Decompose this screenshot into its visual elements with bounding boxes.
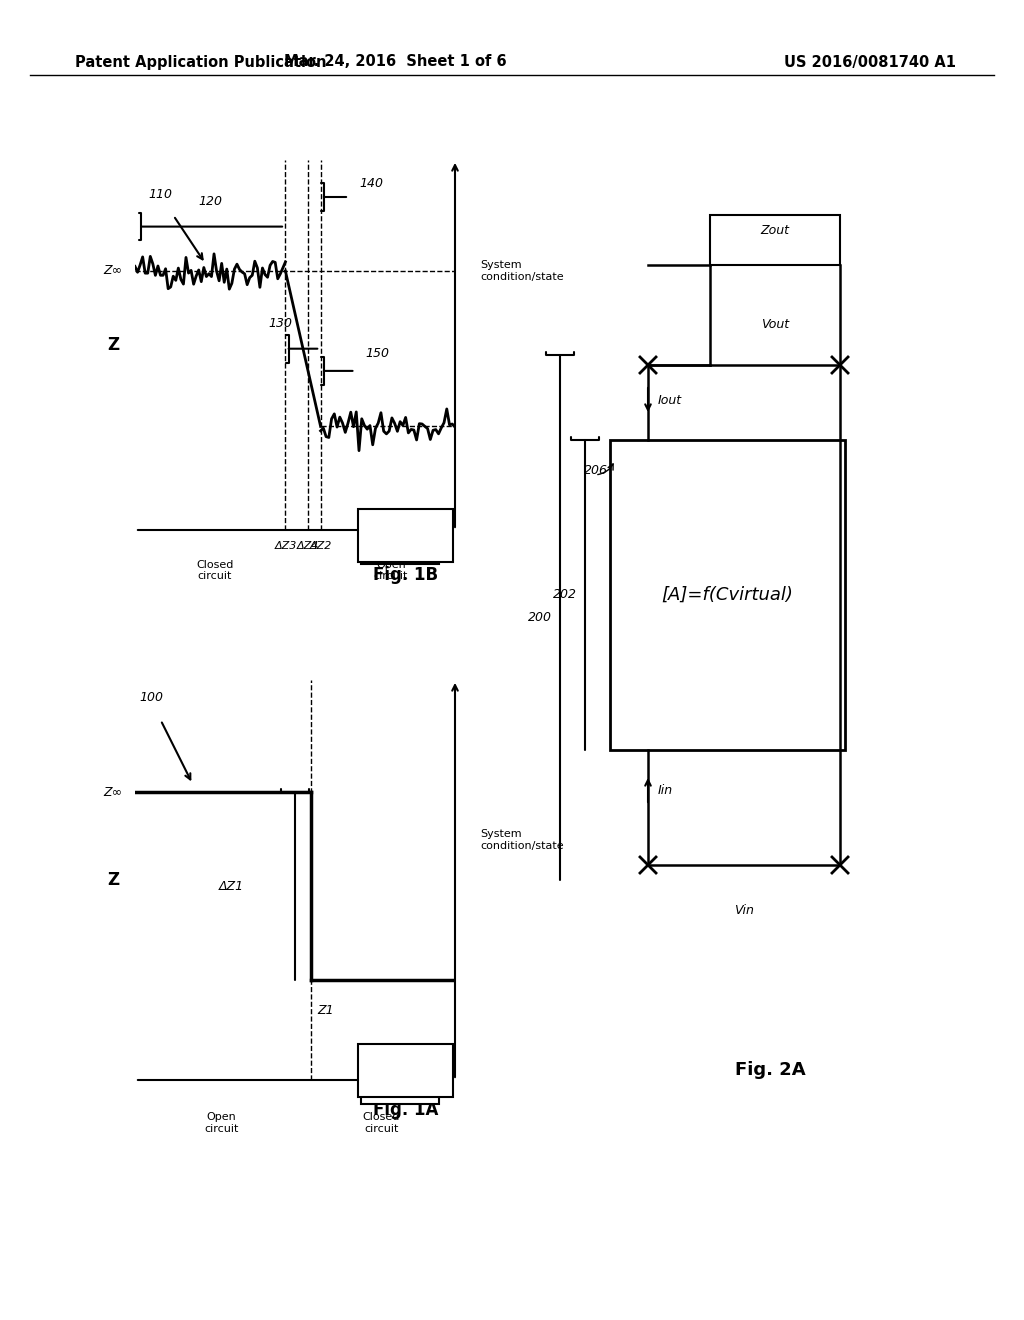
Text: 202: 202 xyxy=(553,589,577,602)
Text: Z: Z xyxy=(106,871,119,888)
Text: Z∞: Z∞ xyxy=(103,264,122,277)
Text: Fig. 1A: Fig. 1A xyxy=(368,1078,433,1097)
Text: Open
circuit: Open circuit xyxy=(374,560,409,581)
Text: Zout: Zout xyxy=(761,223,790,236)
Text: Z∞: Z∞ xyxy=(103,785,122,799)
Text: 100: 100 xyxy=(139,690,163,704)
Text: US 2016/0081740 A1: US 2016/0081740 A1 xyxy=(784,54,956,70)
Text: ΔZ1: ΔZ1 xyxy=(218,879,244,892)
Text: Iout: Iout xyxy=(658,393,682,407)
Text: ΔZ3: ΔZ3 xyxy=(274,541,297,552)
Text: 120: 120 xyxy=(199,195,222,209)
Text: Vin: Vin xyxy=(734,903,754,916)
Text: ΔZ2: ΔZ2 xyxy=(309,541,332,552)
Text: 206: 206 xyxy=(584,463,608,477)
Text: Z: Z xyxy=(106,337,119,354)
Text: 130: 130 xyxy=(268,317,293,330)
Text: 150: 150 xyxy=(366,347,389,360)
Text: Open
circuit: Open circuit xyxy=(204,1111,239,1134)
Text: 200: 200 xyxy=(528,611,552,624)
Text: Fig. 2A: Fig. 2A xyxy=(734,1061,805,1078)
Text: Fig. 1B: Fig. 1B xyxy=(368,539,432,557)
FancyBboxPatch shape xyxy=(610,440,845,750)
Text: Patent Application Publication: Patent Application Publication xyxy=(75,54,327,70)
Text: Closed
circuit: Closed circuit xyxy=(362,1111,400,1134)
Text: System
condition/state: System condition/state xyxy=(480,260,564,281)
Text: 110: 110 xyxy=(148,187,173,201)
Text: System
condition/state: System condition/state xyxy=(480,829,564,851)
Text: Closed
circuit: Closed circuit xyxy=(197,560,233,581)
Text: Fig. 1B: Fig. 1B xyxy=(373,566,438,583)
Text: [A]=f(Cvirtual): [A]=f(Cvirtual) xyxy=(662,586,794,605)
Text: Iin: Iin xyxy=(658,784,673,796)
Text: Z1: Z1 xyxy=(317,1005,334,1016)
Text: Vout: Vout xyxy=(761,318,790,331)
Text: ΔZ4: ΔZ4 xyxy=(297,541,319,552)
Text: Mar. 24, 2016  Sheet 1 of 6: Mar. 24, 2016 Sheet 1 of 6 xyxy=(284,54,506,70)
Text: Fig. 1A: Fig. 1A xyxy=(373,1101,438,1119)
Text: 140: 140 xyxy=(359,177,383,190)
FancyBboxPatch shape xyxy=(710,215,840,265)
